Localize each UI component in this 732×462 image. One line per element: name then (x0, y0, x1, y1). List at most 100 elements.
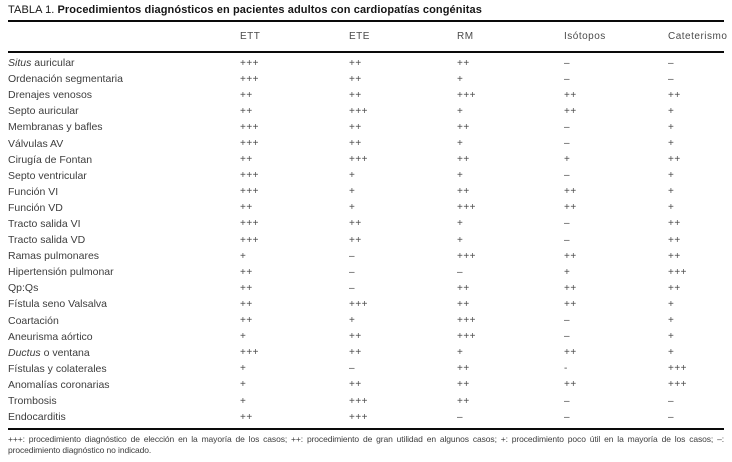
table-row: Drenajes venosos ++ ++ +++ ++ ++ (8, 87, 724, 103)
row-label: Trombosis (8, 395, 57, 408)
cell-cateterismo: ++ (668, 154, 681, 166)
row-label: Ramas pulmonares (8, 250, 100, 263)
row-label: Fístula seno Valsalva (8, 298, 108, 311)
row-label: Septo ventricular (8, 169, 87, 182)
cell-rm: + (457, 218, 464, 230)
cell-ett: ++ (240, 282, 253, 294)
table-row: Situs auricular +++ ++ ++ – – (8, 55, 724, 71)
cell-cateterismo: + (668, 347, 675, 359)
cell-isotopos: ++ (564, 89, 577, 101)
table-row: Tracto salida VI +++ ++ + – ++ (8, 216, 724, 232)
cell-ett: +++ (240, 57, 260, 69)
cell-ete: + (349, 315, 356, 327)
cell-ete: + (349, 186, 356, 198)
cell-cateterismo: – (668, 57, 675, 69)
row-label: Membranas y bafles (8, 121, 103, 134)
table-number: TABLA 1. (8, 4, 55, 16)
table-caption: Procedimientos diagnósticos en pacientes… (57, 4, 482, 16)
cell-cateterismo: – (668, 395, 675, 407)
cell-isotopos: – (564, 234, 571, 246)
cell-rm: – (457, 266, 464, 278)
row-label: Fístulas y colaterales (8, 362, 107, 375)
cell-isotopos: ++ (564, 202, 577, 214)
cell-ett: +++ (240, 170, 260, 182)
cell-cateterismo: + (668, 170, 675, 182)
table-title: TABLA 1. Procedimientos diagnósticos en p… (8, 4, 724, 17)
cell-rm: ++ (457, 395, 470, 407)
cell-isotopos: – (564, 73, 571, 85)
cell-ete: ++ (349, 73, 362, 85)
cell-cateterismo: + (668, 186, 675, 198)
cell-rm: +++ (457, 250, 477, 262)
row-label: Hipertensión pulmonar (8, 266, 114, 279)
table-row: Anomalías coronarias + ++ ++ ++ +++ (8, 377, 724, 393)
row-label: Ordenación segmentaria (8, 73, 123, 86)
table-row: Coartación ++ + +++ – + (8, 313, 724, 329)
cell-cateterismo: ++ (668, 89, 681, 101)
cell-isotopos: + (564, 266, 571, 278)
cell-cateterismo: ++ (668, 218, 681, 230)
table-row: Septo ventricular +++ + + – + (8, 168, 724, 184)
column-header-cateterismo: Cateterismo (668, 31, 728, 42)
table-footnote: +++: procedimiento diagnóstico de elecci… (8, 434, 724, 456)
cell-cateterismo: + (668, 202, 675, 214)
cell-rm: ++ (457, 282, 470, 294)
cell-ete: ++ (349, 347, 362, 359)
row-label: Drenajes venosos (8, 89, 93, 102)
cell-ett: +++ (240, 186, 260, 198)
row-label: Tracto salida VD (8, 234, 86, 247)
cell-ett: + (240, 363, 247, 375)
table-row: Aneurisma aórtico + ++ +++ – + (8, 329, 724, 345)
cell-ett: ++ (240, 89, 253, 101)
row-label: Función VI (8, 185, 59, 198)
cell-ete: + (349, 170, 356, 182)
diagnostics-table: ETT ETE RM Isótopos Cateterismo Situs au… (8, 20, 728, 431)
cell-ete: – (349, 266, 356, 278)
cell-isotopos: ++ (564, 379, 577, 391)
cell-cateterismo: +++ (668, 266, 688, 278)
row-label: Endocarditis (8, 411, 66, 424)
cell-cateterismo: + (668, 138, 675, 150)
cell-ett: +++ (240, 218, 260, 230)
row-label: Cirugía de Fontan (8, 153, 93, 166)
cell-ett: + (240, 379, 247, 391)
row-label: Tracto salida VI (8, 217, 81, 230)
cell-isotopos: – (564, 411, 571, 423)
table-row: Cirugía de Fontan ++ +++ ++ + ++ (8, 152, 724, 168)
column-header-rm: RM (457, 31, 474, 42)
cell-cateterismo: ++ (668, 234, 681, 246)
table-row: Válvulas AV +++ ++ + – + (8, 135, 724, 151)
cell-rm: + (457, 138, 464, 150)
table-row: Tracto salida VD +++ ++ + – ++ (8, 232, 724, 248)
row-label: Septo auricular (8, 105, 79, 118)
cell-rm: + (457, 347, 464, 359)
cell-ete: +++ (349, 105, 369, 117)
cell-isotopos: – (564, 138, 571, 150)
cell-ett: +++ (240, 234, 260, 246)
cell-isotopos: – (564, 331, 571, 343)
row-label: Función VD (8, 201, 63, 214)
column-header-ett: ETT (240, 31, 261, 42)
cell-isotopos: – (564, 57, 571, 69)
cell-cateterismo: + (668, 315, 675, 327)
cell-ete: – (349, 363, 356, 375)
cell-rm: +++ (457, 315, 477, 327)
cell-isotopos: ++ (564, 250, 577, 262)
cell-isotopos: + (564, 154, 571, 166)
cell-cateterismo: +++ (668, 379, 688, 391)
cell-rm: +++ (457, 202, 477, 214)
cell-ete: – (349, 250, 356, 262)
cell-rm: ++ (457, 363, 470, 375)
table-row: Ductus o ventana +++ ++ + ++ + (8, 345, 724, 361)
cell-ete: ++ (349, 234, 362, 246)
cell-ett: + (240, 331, 247, 343)
table-row: Función VI +++ + ++ ++ + (8, 184, 724, 200)
cell-ete: ++ (349, 379, 362, 391)
table-row: Septo auricular ++ +++ + ++ + (8, 103, 724, 119)
cell-cateterismo: + (668, 298, 675, 310)
cell-isotopos: ++ (564, 298, 577, 310)
table-row: Fístulas y colaterales + – ++ - +++ (8, 361, 724, 377)
table-row: Membranas y bafles +++ ++ ++ – + (8, 119, 724, 135)
cell-cateterismo: + (668, 121, 675, 133)
